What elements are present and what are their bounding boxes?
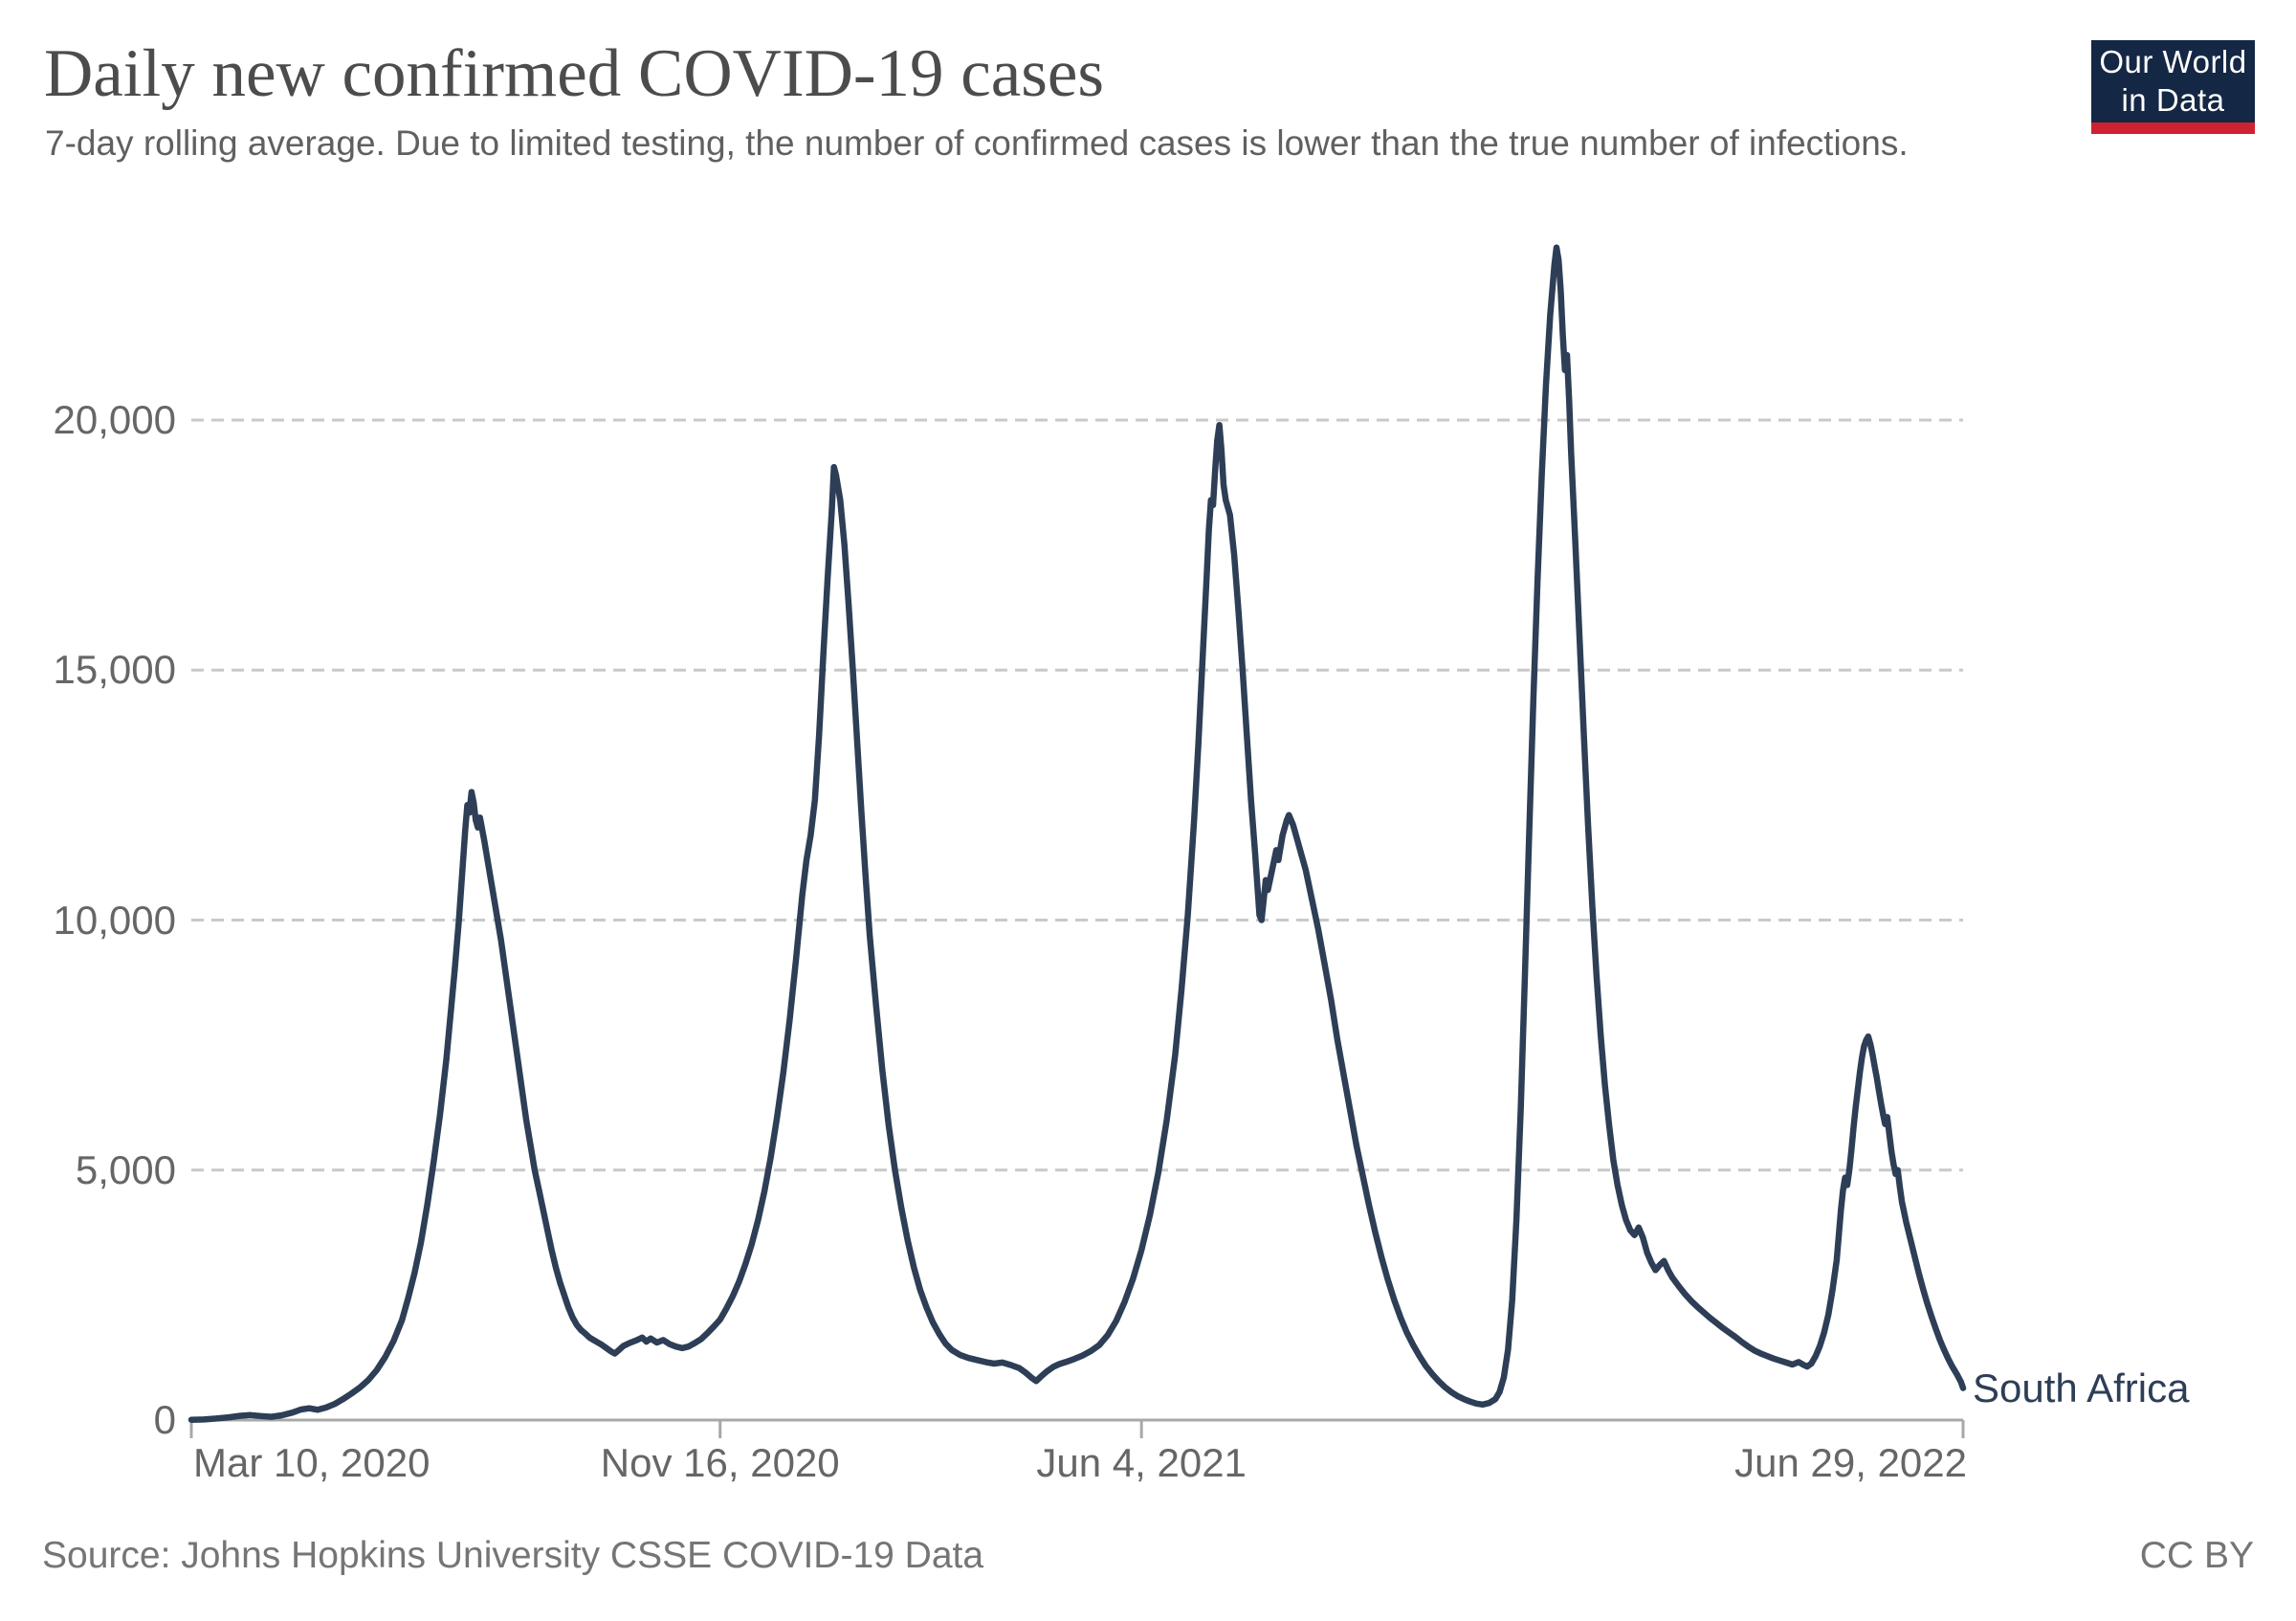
x-axis-label: Jun 4, 2021 — [1036, 1440, 1247, 1485]
owid-logo: Our World in Data — [2091, 40, 2255, 134]
owid-logo-line2: in Data — [2121, 82, 2225, 118]
y-axis-label: 10,000 — [53, 897, 176, 943]
license-badge[interactable]: CC BY — [2139, 1535, 2254, 1576]
data-series — [188, 244, 1967, 1423]
series-entity-label: South Africa — [1973, 1366, 2190, 1410]
owid-logo-line1: Our World — [2099, 43, 2247, 79]
owid-logo-text: Our World in Data — [2091, 40, 2255, 122]
x-axis-label: Mar 10, 2020 — [193, 1440, 430, 1485]
gridlines — [191, 418, 1963, 1172]
y-axis-label: 20,000 — [53, 397, 176, 442]
x-axis — [189, 1418, 1965, 1438]
y-axis-label: 15,000 — [53, 647, 176, 693]
y-axis-label: 0 — [153, 1397, 176, 1442]
y-axis-label: 5,000 — [75, 1146, 176, 1192]
page-title: Daily new confirmed COVID-19 cases — [44, 36, 1105, 111]
source-note: Source: Johns Hopkins University CSSE CO… — [42, 1535, 984, 1576]
series-line — [188, 244, 1967, 1423]
chart-footer: Source: Johns Hopkins University CSSE CO… — [0, 1535, 2296, 1592]
owid-logo-red-bar — [2091, 122, 2255, 134]
x-axis-label: Nov 16, 2020 — [600, 1440, 840, 1485]
x-axis-label: Jun 29, 2022 — [1734, 1440, 1967, 1485]
chart-subtitle: 7-day rolling average. Due to limited te… — [45, 123, 1909, 163]
